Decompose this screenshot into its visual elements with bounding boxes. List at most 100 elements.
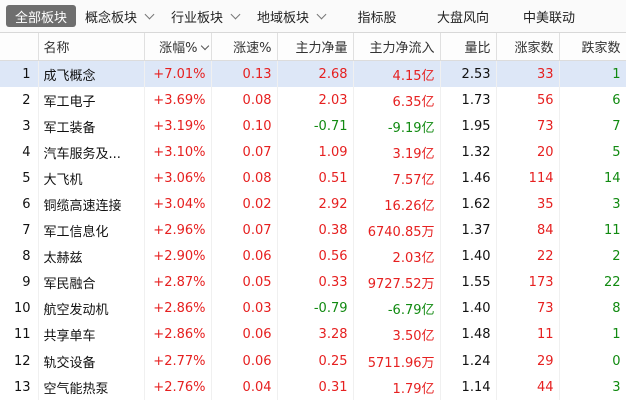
net-inflow: 5711.96万 [353, 348, 441, 375]
sector-name: 轨交设备 [38, 348, 145, 375]
change-pct: +3.04% [144, 191, 212, 218]
change-speed: 0.06 [211, 348, 278, 375]
chevron-down-icon [200, 41, 209, 51]
tab-label: 地域板块 [256, 10, 309, 26]
tab-label: 行业板块 [170, 10, 223, 26]
net-inflow: 3.50亿 [353, 321, 441, 349]
volume-ratio: 1.62 [440, 191, 497, 218]
tab-4[interactable]: 指标股 [334, 5, 420, 27]
down-count: 3 [559, 374, 626, 401]
change-pct: +2.87% [144, 269, 212, 296]
change-pct: +2.96% [144, 217, 212, 244]
tab-5[interactable]: 大盘风向 [420, 5, 506, 27]
table-header-row: 名称 涨幅% 涨速% 主力净量 主力净流入 量比 涨家数 跌家数 [0, 33, 626, 61]
net-inflow: 1.79亿 [353, 374, 441, 401]
col-header-down-count[interactable]: 跌家数 [559, 33, 626, 61]
table-row[interactable]: 5 大飞机 +3.06% 0.08 0.51 7.57亿 1.46 114 14 [0, 165, 626, 192]
table-row[interactable]: 10 航空发动机 +2.86% 0.03 -0.79 -6.79亿 1.40 73 8 [0, 295, 626, 322]
net-volume: 0.56 [277, 243, 354, 270]
col-header-name[interactable]: 名称 [38, 33, 145, 61]
volume-ratio: 1.37 [440, 217, 497, 244]
tab-6[interactable]: 中美联动 [506, 5, 592, 27]
net-volume: 2.03 [277, 87, 354, 114]
volume-ratio: 2.53 [440, 60, 497, 88]
sector-name: 共享单车 [38, 321, 145, 349]
change-pct: +2.90% [144, 243, 212, 270]
row-index: 6 [0, 191, 39, 218]
down-count: 0 [559, 348, 626, 375]
change-pct: +3.06% [144, 165, 212, 192]
table-row[interactable]: 4 汽车服务及... +3.10% 0.07 1.09 3.19亿 1.32 20 5 [0, 139, 626, 166]
change-pct: +2.77% [144, 348, 212, 375]
change-speed: 0.04 [211, 374, 278, 401]
up-count: 20 [496, 139, 560, 166]
sector-name: 航空发动机 [38, 295, 145, 322]
table-row[interactable]: 6 铜缆高速连接 +3.04% 0.02 2.92 16.26亿 1.62 35 3 [0, 191, 626, 218]
col-header-speed[interactable]: 涨速% [211, 33, 278, 61]
table-row[interactable]: 3 军工装备 +3.19% 0.10 -0.71 -9.19亿 1.95 73 7 [0, 113, 626, 140]
change-pct: +2.86% [144, 321, 212, 349]
volume-ratio: 1.95 [440, 113, 497, 140]
sector-name: 大飞机 [38, 165, 145, 192]
table-row[interactable]: 11 共享单车 +2.86% 0.06 3.28 3.50亿 1.48 11 1 [0, 321, 626, 349]
table-row[interactable]: 13 空气能热泵 +2.76% 0.04 0.31 1.79亿 1.14 44 3 [0, 374, 626, 401]
table-row[interactable]: 2 军工电子 +3.69% 0.08 2.03 6.35亿 1.73 56 6 [0, 87, 626, 114]
col-header-net-volume[interactable]: 主力净量 [277, 33, 354, 61]
volume-ratio: 1.24 [440, 348, 497, 375]
change-pct: +2.86% [144, 295, 212, 322]
tab-label: 大盘风向 [436, 10, 489, 26]
tab-0[interactable]: 全部板块 [6, 5, 76, 27]
change-pct: +3.10% [144, 139, 212, 166]
change-pct: +3.69% [144, 87, 212, 114]
volume-ratio: 1.55 [440, 269, 497, 296]
volume-ratio: 1.32 [440, 139, 497, 166]
tab-1[interactable]: 概念板块 [76, 5, 162, 27]
up-count: 56 [496, 87, 560, 114]
net-volume: 0.51 [277, 165, 354, 192]
row-index: 10 [0, 295, 39, 322]
net-inflow: 2.03亿 [353, 243, 441, 270]
sector-name: 汽车服务及... [38, 139, 145, 166]
row-index: 13 [0, 374, 39, 401]
table-row[interactable]: 9 军民融合 +2.87% 0.05 0.33 9727.52万 1.55 173 22 [0, 269, 626, 296]
table-row[interactable]: 1 成飞概念 +7.01% 0.13 2.68 4.15亿 2.53 33 1 [0, 60, 626, 88]
change-speed: 0.06 [211, 243, 278, 270]
down-count: 1 [559, 321, 626, 349]
row-index: 12 [0, 348, 39, 375]
row-index: 1 [0, 60, 39, 88]
up-count: 44 [496, 374, 560, 401]
sector-table: 名称 涨幅% 涨速% 主力净量 主力净流入 量比 涨家数 跌家数 1 成飞概念 +7… [0, 33, 626, 401]
up-count: 33 [496, 60, 560, 88]
col-header-net-inflow[interactable]: 主力净流入 [353, 33, 441, 61]
net-inflow: 6.35亿 [353, 87, 441, 114]
net-volume: 0.31 [277, 374, 354, 401]
row-index: 5 [0, 165, 39, 192]
up-count: 11 [496, 321, 560, 349]
col-header-up-count[interactable]: 涨家数 [496, 33, 560, 61]
col-header-change[interactable]: 涨幅% [144, 33, 212, 61]
col-header-volume-ratio[interactable]: 量比 [440, 33, 497, 61]
table-row[interactable]: 8 太赫兹 +2.90% 0.06 0.56 2.03亿 1.40 22 2 [0, 243, 626, 270]
row-index: 9 [0, 269, 39, 296]
down-count: 6 [559, 87, 626, 114]
net-inflow: -9.19亿 [353, 113, 441, 140]
net-inflow: 4.15亿 [353, 60, 441, 88]
tab-3[interactable]: 地域板块 [248, 5, 334, 27]
volume-ratio: 1.40 [440, 243, 497, 270]
change-pct: +2.76% [144, 374, 212, 401]
up-count: 29 [496, 348, 560, 375]
tab-2[interactable]: 行业板块 [162, 5, 248, 27]
table-row[interactable]: 7 军工信息化 +2.96% 0.07 0.38 6740.85万 1.37 84 11 [0, 217, 626, 244]
net-volume: 1.09 [277, 139, 354, 166]
change-speed: 0.02 [211, 191, 278, 218]
sector-name: 军工装备 [38, 113, 145, 140]
change-speed: 0.08 [211, 87, 278, 114]
change-speed: 0.07 [211, 217, 278, 244]
up-count: 114 [496, 165, 560, 192]
up-count: 22 [496, 243, 560, 270]
table-row[interactable]: 12 轨交设备 +2.77% 0.06 0.25 5711.96万 1.24 29 0 [0, 348, 626, 375]
net-volume: 2.92 [277, 191, 354, 218]
down-count: 3 [559, 191, 626, 218]
down-count: 11 [559, 217, 626, 244]
row-index: 2 [0, 87, 39, 114]
